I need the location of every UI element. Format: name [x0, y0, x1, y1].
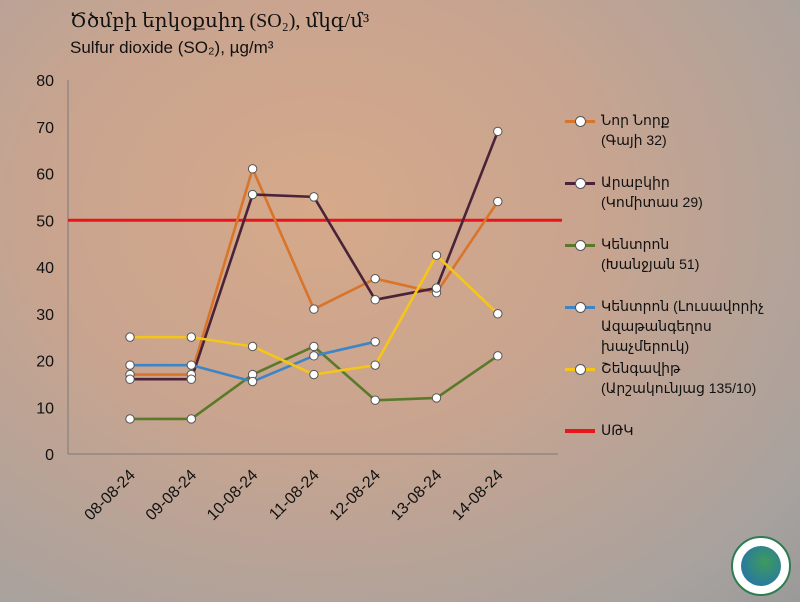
logo-emblem	[741, 546, 781, 586]
series-0-point	[493, 196, 503, 207]
legend-marker	[575, 302, 586, 313]
y-tick-label: 80	[36, 73, 54, 90]
x-tick-label: 09-08-24	[143, 467, 200, 524]
legend-marker	[575, 364, 586, 375]
legend-item: ՍԹԿ	[565, 420, 795, 444]
legend-label: Կենտրոն (Խանջյան 51)	[601, 236, 700, 272]
y-tick-label: 50	[36, 213, 54, 230]
series-1-point	[186, 374, 197, 384]
series-4-point	[493, 309, 503, 319]
legend-swatch	[565, 429, 595, 433]
legend-label: ՍԹԿ	[601, 422, 634, 438]
series-1-point	[125, 374, 135, 384]
chart-subtitle: Sulfur dioxide (SO₂), µg/m³	[70, 38, 274, 57]
legend-marker	[575, 116, 586, 127]
y-tick-label: 70	[36, 120, 54, 137]
series-4-point	[309, 369, 319, 380]
legend-item: Կենտրոն (Լուսավորիչ Ազաթանգեղոս խաչմերու…	[565, 296, 795, 358]
legend-item: Շենգավիթ (Արշակունյաց 135/10)	[565, 358, 795, 420]
legend-label: Նոր Նորք (Գայի 32)	[601, 112, 670, 148]
series-2-point	[431, 393, 442, 403]
series-2-point	[186, 414, 197, 424]
x-tick-label: 14-08-24	[449, 467, 506, 524]
y-tick-label: 40	[36, 260, 54, 277]
legend-label: Արաբկիր (Կոմիտաս 29)	[601, 174, 703, 210]
legend-item: Կենտրոն (Խանջյան 51)	[565, 234, 795, 296]
series-4-point	[125, 332, 135, 342]
x-tick-label: 10-08-24	[204, 467, 261, 524]
chart-title: Ծծմբի երկօքսիդ (SO₂), մկգ/մ³	[70, 10, 370, 32]
legend-item: Նոր Նորք (Գայի 32)	[565, 110, 795, 172]
x-tick-label: 11-08-24	[266, 467, 323, 524]
legend-marker	[575, 240, 586, 251]
y-tick-label: 30	[36, 307, 54, 324]
organization-logo-icon	[731, 536, 791, 596]
series-4-point	[186, 332, 197, 342]
series-2-point	[309, 341, 319, 352]
y-tick-label: 0	[45, 447, 54, 464]
x-tick-label: 13-08-24	[388, 467, 445, 524]
series-1-point	[493, 126, 503, 137]
series-3-point	[125, 360, 135, 370]
y-tick-label: 60	[36, 167, 54, 184]
series-1-point	[247, 189, 258, 200]
series-1-point	[370, 295, 380, 305]
series-1-point	[431, 283, 442, 293]
series-2-point	[370, 395, 380, 405]
legend-marker	[575, 178, 586, 189]
legend-item: Արաբկիր (Կոմիտաս 29)	[565, 172, 795, 234]
series-1-point	[309, 192, 319, 202]
series-0-point	[247, 164, 258, 174]
series-0-point	[370, 273, 380, 284]
series-4-point	[370, 360, 380, 370]
x-tick-label: 08-08-24	[82, 467, 139, 524]
series-3-point	[186, 360, 197, 370]
series-2-point	[493, 351, 503, 361]
chart-legend: Նոր Նորք (Գայի 32) Արաբկիր (Կոմիտաս 29) Կե…	[565, 110, 795, 444]
y-tick-label: 20	[36, 354, 54, 371]
series-4-point	[431, 250, 442, 261]
series-4-point	[247, 341, 258, 352]
x-tick-label: 12-08-24	[327, 467, 384, 524]
legend-label: Շենգավիթ (Արշակունյաց 135/10)	[601, 360, 757, 396]
y-tick-label: 10	[36, 400, 54, 417]
series-0-point	[309, 304, 319, 314]
series-3-point	[309, 351, 319, 361]
series-3-point	[247, 376, 258, 387]
series-3-point	[370, 337, 380, 347]
series-2-point	[125, 414, 135, 424]
legend-label: Կենտրոն (Լուսավորիչ Ազաթանգեղոս խաչմերու…	[601, 298, 764, 354]
